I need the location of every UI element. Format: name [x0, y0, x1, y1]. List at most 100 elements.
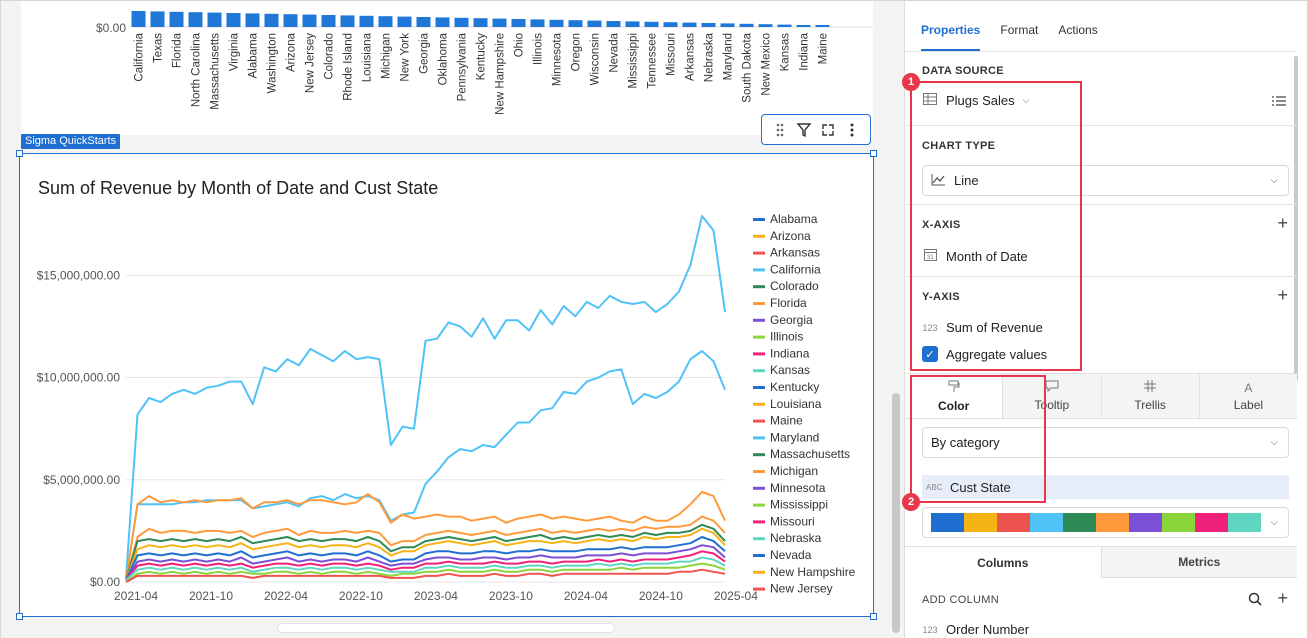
- bar[interactable]: [302, 14, 317, 27]
- bar[interactable]: [644, 21, 659, 27]
- expand-icon[interactable]: [817, 119, 839, 141]
- aggregate-values-checkbox[interactable]: ✓ Aggregate values: [922, 346, 1047, 362]
- bar[interactable]: [549, 19, 564, 27]
- legend-label[interactable]: Indiana: [770, 346, 810, 360]
- bar[interactable]: [473, 18, 488, 27]
- add-y-axis-button[interactable]: +: [1277, 285, 1288, 305]
- bar[interactable]: [587, 20, 602, 27]
- resize-handle-top-left[interactable]: [16, 150, 23, 157]
- bar[interactable]: [416, 17, 431, 27]
- tab-properties[interactable]: Properties: [921, 13, 981, 51]
- resize-handle-bottom-left[interactable]: [16, 613, 23, 620]
- filter-icon[interactable]: [793, 119, 815, 141]
- bar[interactable]: [150, 11, 165, 27]
- bar[interactable]: [663, 22, 678, 27]
- add-x-axis-button[interactable]: +: [1277, 213, 1288, 233]
- bar[interactable]: [454, 17, 469, 27]
- bar[interactable]: [720, 23, 735, 27]
- legend-label[interactable]: California: [770, 262, 821, 276]
- legend-label[interactable]: Alabama: [770, 212, 818, 226]
- bar[interactable]: [226, 13, 241, 27]
- tab-trellis[interactable]: Trellis: [1102, 374, 1200, 418]
- series-line[interactable]: [125, 527, 726, 581]
- legend-label[interactable]: Illinois: [770, 330, 803, 344]
- legend-label[interactable]: Massachusetts: [770, 447, 850, 461]
- column-item[interactable]: 123 Order Number: [922, 622, 1029, 637]
- series-line[interactable]: [125, 523, 726, 581]
- bar[interactable]: [207, 12, 222, 27]
- legend-label[interactable]: Louisiana: [770, 397, 822, 411]
- tab-columns[interactable]: Columns: [977, 555, 1029, 570]
- bar[interactable]: [568, 20, 583, 27]
- add-column-button[interactable]: +: [1277, 588, 1288, 608]
- bar[interactable]: [169, 11, 184, 27]
- bar[interactable]: [359, 15, 374, 27]
- legend-label[interactable]: Missouri: [770, 514, 815, 528]
- color-mode-select[interactable]: By category ⌵: [922, 427, 1289, 458]
- tab-label[interactable]: A Label: [1200, 374, 1297, 418]
- legend-label[interactable]: New Jersey: [770, 582, 833, 596]
- series-line[interactable]: [125, 562, 726, 583]
- series-line[interactable]: [125, 215, 726, 578]
- legend-label[interactable]: Maryland: [770, 430, 819, 444]
- series-line[interactable]: [125, 536, 726, 581]
- series-line[interactable]: [125, 515, 726, 581]
- canvas-horizontal-scrollbar[interactable]: [277, 623, 615, 633]
- bar[interactable]: [758, 24, 773, 27]
- bar[interactable]: [796, 25, 811, 27]
- bar[interactable]: [340, 15, 355, 27]
- bar[interactable]: [511, 19, 526, 27]
- bar[interactable]: [397, 16, 412, 27]
- legend-label[interactable]: Nebraska: [770, 531, 822, 545]
- bar[interactable]: [625, 21, 640, 27]
- drag-handle-icon[interactable]: [769, 119, 791, 141]
- resize-handle-bottom-right[interactable]: [870, 613, 877, 620]
- resize-handle-top-right[interactable]: [870, 150, 877, 157]
- bar[interactable]: [606, 21, 621, 27]
- bar[interactable]: [435, 17, 450, 27]
- legend-label[interactable]: New Hampshire: [770, 565, 856, 579]
- tab-actions[interactable]: Actions: [1058, 23, 1098, 37]
- bar[interactable]: [378, 16, 393, 27]
- line-chart-element[interactable]: Sum of Revenue by Month of Date and Cust…: [16, 150, 877, 620]
- legend-label[interactable]: Georgia: [770, 313, 813, 327]
- panel-scrollbar[interactable]: [1294, 56, 1298, 381]
- x-axis-field[interactable]: 31 Month of Date: [922, 248, 1028, 264]
- bar[interactable]: [492, 18, 507, 27]
- bar[interactable]: [739, 23, 754, 27]
- bar[interactable]: [701, 23, 716, 27]
- data-source-selector[interactable]: Plugs Sales ⌵: [922, 93, 1029, 108]
- bar[interactable]: [245, 13, 260, 27]
- series-line[interactable]: [125, 550, 726, 581]
- tab-format[interactable]: Format: [1000, 23, 1039, 37]
- color-palette-select[interactable]: ⌵: [922, 507, 1289, 538]
- bar-chart-element[interactable]: $0.00 California Texas Florida North Carolin…: [21, 1, 873, 135]
- legend-label[interactable]: Florida: [770, 296, 807, 310]
- legend-label[interactable]: Minnesota: [770, 481, 826, 495]
- legend-label[interactable]: Kentucky: [770, 380, 819, 394]
- bar[interactable]: [321, 15, 336, 27]
- bar[interactable]: [530, 19, 545, 27]
- tab-color[interactable]: Color: [905, 374, 1004, 418]
- series-line[interactable]: [125, 556, 726, 581]
- canvas-vertical-scrollbar[interactable]: [892, 393, 900, 633]
- series-line[interactable]: [125, 544, 726, 581]
- bar[interactable]: [283, 14, 298, 27]
- series-line[interactable]: [125, 568, 726, 583]
- legend-label[interactable]: Maine: [770, 414, 803, 428]
- y-axis-field[interactable]: 123 Sum of Revenue: [922, 320, 1042, 335]
- bar[interactable]: [264, 13, 279, 27]
- legend-label[interactable]: Colorado: [770, 279, 819, 293]
- legend-label[interactable]: Nevada: [770, 548, 812, 562]
- legend-label[interactable]: Kansas: [770, 363, 810, 377]
- list-icon[interactable]: [1272, 94, 1286, 112]
- legend-label[interactable]: Arizona: [770, 229, 811, 243]
- bar[interactable]: [682, 22, 697, 27]
- bar[interactable]: [131, 11, 146, 27]
- legend-label[interactable]: Mississippi: [770, 498, 828, 512]
- bar[interactable]: [188, 12, 203, 27]
- series-line[interactable]: [125, 491, 726, 581]
- tab-metrics[interactable]: Metrics: [1100, 547, 1297, 578]
- bar[interactable]: [777, 24, 792, 27]
- tab-tooltip[interactable]: Tooltip: [1003, 374, 1102, 418]
